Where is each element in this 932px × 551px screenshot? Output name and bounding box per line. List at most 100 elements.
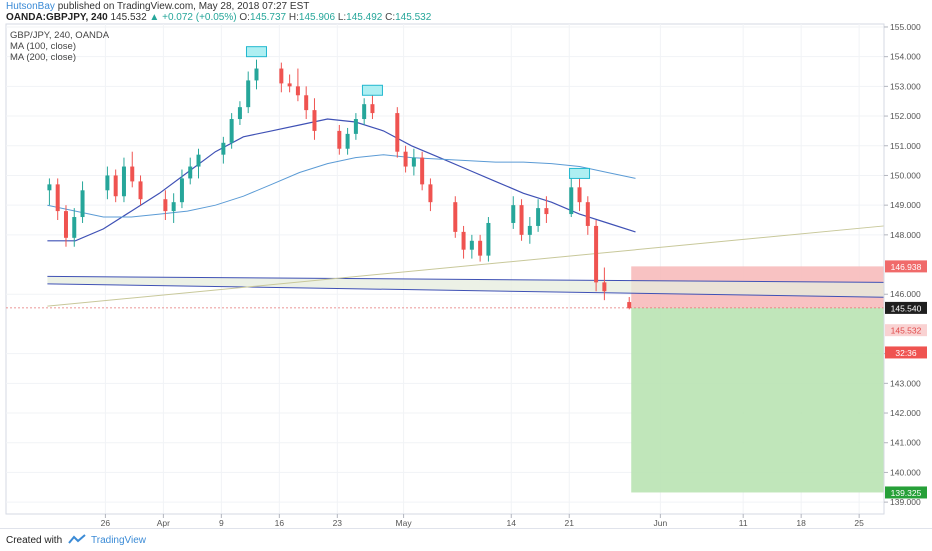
ma100-line[interactable]: [47, 118, 636, 242]
tradingview-logo-icon: [68, 534, 86, 544]
footer-bar: Created with TradingView: [0, 528, 932, 551]
candle-body[interactable]: [602, 282, 607, 292]
channel: [47, 225, 885, 307]
candle-body[interactable]: [63, 211, 68, 238]
moving-averages: [47, 118, 636, 242]
top-marker[interactable]: [569, 167, 591, 179]
symbol-label: OANDA:GBPJPY, 240: [6, 12, 108, 23]
top-marker[interactable]: [361, 84, 383, 96]
candle-body[interactable]: [536, 208, 541, 226]
candle-body[interactable]: [511, 205, 516, 223]
candle-body[interactable]: [478, 240, 483, 256]
x-tick-label: 14: [507, 518, 517, 528]
take-profit-zone: [631, 307, 884, 493]
close-value: 145.532: [395, 12, 432, 23]
y-tick-label: 143.000: [890, 378, 921, 388]
countdown-label-bg: [885, 346, 927, 359]
y-tick-label: 139.000: [890, 497, 921, 507]
candle-body[interactable]: [130, 166, 135, 182]
legend-symbol[interactable]: GBP/JPY, 240, OANDA: [10, 30, 110, 41]
candle-body[interactable]: [486, 222, 491, 256]
y-tick-label: 150.000: [890, 170, 921, 180]
candle-body[interactable]: [362, 104, 367, 120]
candle-body[interactable]: [627, 302, 632, 309]
candle-body[interactable]: [72, 217, 77, 238]
stop-price-label-bg: [885, 260, 927, 273]
candle-body[interactable]: [453, 202, 458, 232]
channel-upper-line[interactable]: [47, 275, 885, 283]
candle-body[interactable]: [585, 202, 590, 226]
top-marker[interactable]: [245, 46, 267, 58]
x-tick-label: 11: [739, 518, 748, 528]
candle-body[interactable]: [469, 240, 474, 250]
candle-body[interactable]: [577, 187, 582, 203]
candle-body[interactable]: [55, 184, 60, 212]
x-tick-label: 16: [275, 518, 285, 528]
candle-body[interactable]: [370, 104, 375, 114]
candle-body[interactable]: [295, 86, 300, 96]
ma200-line[interactable]: [47, 154, 636, 218]
candle-body[interactable]: [304, 95, 309, 111]
channel-lower-line[interactable]: [47, 283, 885, 298]
candle-body[interactable]: [353, 119, 358, 134]
y-tick-label: 149.000: [890, 200, 921, 210]
candle-body[interactable]: [287, 83, 292, 87]
tradingview-link[interactable]: TradingView: [91, 535, 147, 546]
candle-body[interactable]: [163, 199, 168, 212]
candle-body[interactable]: [121, 166, 126, 197]
legend-ma100[interactable]: MA (100, close): [10, 41, 76, 52]
candle-body[interactable]: [428, 184, 433, 203]
candle-body[interactable]: [80, 190, 85, 218]
y-tick-label: 154.000: [890, 52, 921, 62]
candle-body[interactable]: [337, 130, 342, 149]
candle-body[interactable]: [188, 166, 193, 179]
candle-body[interactable]: [221, 142, 226, 155]
price-change: ▲ +0.072 (+0.05%): [149, 12, 237, 23]
candle-body[interactable]: [420, 157, 425, 185]
x-axis[interactable]: 26 Apr 9 16 23 May 14 21 Jun 11 18 25: [101, 514, 864, 528]
candle-body[interactable]: [246, 80, 251, 108]
candle-body[interactable]: [105, 175, 110, 191]
candle-body[interactable]: [138, 181, 143, 200]
candle-body[interactable]: [171, 202, 176, 212]
candle-body[interactable]: [345, 133, 350, 149]
candle-body[interactable]: [47, 184, 52, 191]
candle-body[interactable]: [179, 178, 184, 203]
ohlc-line: OANDA:GBPJPY, 240 145.532 ▲ +0.072 (+0.0…: [6, 12, 431, 23]
stop-price-label: 146.938: [891, 262, 922, 272]
close-price-label: 145.532: [891, 326, 922, 336]
candle-body[interactable]: [229, 119, 234, 143]
candle-body[interactable]: [279, 68, 284, 84]
candle-body[interactable]: [196, 154, 201, 167]
trend-line[interactable]: [47, 225, 885, 307]
candle-body[interactable]: [395, 113, 400, 152]
author-name[interactable]: HutsonBay: [6, 1, 55, 12]
y-tick-label: 146.000: [890, 289, 921, 299]
candle-body[interactable]: [254, 68, 259, 81]
candle-body[interactable]: [237, 107, 242, 120]
current-price-label: 145.540: [891, 303, 922, 313]
candle-body[interactable]: [569, 187, 574, 215]
y-tick-label: 153.000: [890, 81, 921, 91]
x-tick-label: 9: [219, 518, 224, 528]
candle-body[interactable]: [411, 157, 416, 167]
candle-body[interactable]: [461, 231, 466, 250]
candle-body[interactable]: [527, 225, 532, 235]
y-tick-label: 151.000: [890, 141, 921, 151]
candle-body[interactable]: [113, 175, 118, 197]
publish-text: published on TradingView.com, May 28, 20…: [57, 1, 310, 12]
candle-body[interactable]: [594, 225, 599, 283]
y-tick-label: 155.000: [890, 22, 921, 32]
y-tick-label: 140.000: [890, 467, 921, 477]
close-label: C:: [385, 12, 396, 23]
candle-body[interactable]: [519, 205, 524, 235]
high-value: 145.906: [298, 12, 336, 23]
candle-body[interactable]: [312, 110, 317, 131]
x-tick-label: 25: [854, 518, 864, 528]
candle-body[interactable]: [544, 208, 549, 215]
y-tick-label: 142.000: [890, 408, 921, 418]
legend-ma200[interactable]: MA (200, close): [10, 52, 76, 63]
price-chart[interactable]: 155.000 154.000 153.000 152.000 151.000 150.0…: [0, 0, 932, 528]
grid: [6, 24, 884, 514]
candle-body[interactable]: [403, 151, 408, 167]
